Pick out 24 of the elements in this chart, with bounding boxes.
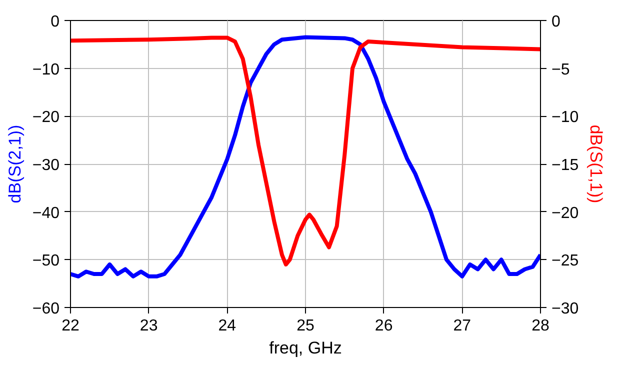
x-axis-title: freq, GHz (269, 338, 342, 358)
x-tick-label: 22 (62, 318, 80, 334)
y-tick-label: 0 (50, 14, 60, 30)
x-tick-label: 28 (532, 318, 550, 334)
y2-tick-label: 0 (552, 14, 560, 30)
y2-tick-label: −25 (552, 252, 579, 270)
x-tick-label: 25 (296, 318, 314, 334)
y-tick-label: −10 (32, 61, 60, 78)
y2-tick-label: −20 (552, 204, 579, 222)
y-tick-label: −60 (32, 300, 60, 318)
y2-tick-label: −10 (552, 109, 579, 126)
y-tick-label: −40 (32, 204, 60, 222)
x-tick-label: 24 (218, 318, 236, 334)
y-axis-title: dB(S(2,1)) (5, 124, 24, 204)
y2-tick-label: −30 (552, 300, 579, 318)
x-tick-label: 26 (374, 318, 393, 334)
x-tick-label: 27 (453, 318, 472, 334)
y2-tick-label: −5 (552, 61, 570, 78)
x-tick-label: 23 (140, 318, 158, 334)
y2-axis-title: dB(S(1,1)) (586, 124, 606, 204)
y-tick-label: −30 (32, 157, 60, 174)
y-tick-label: −20 (32, 109, 60, 126)
y-tick-label: −50 (32, 252, 60, 270)
y2-tick-label: −15 (552, 157, 579, 174)
